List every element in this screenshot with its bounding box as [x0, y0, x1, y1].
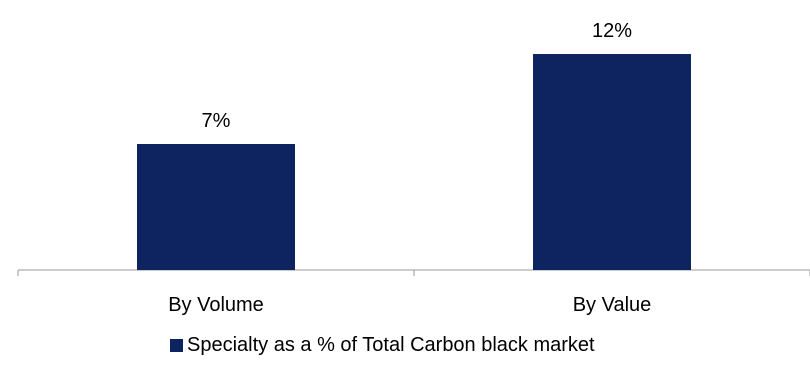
bars-group [137, 54, 691, 270]
legend-label: Specialty as a % of Total Carbon black m… [187, 334, 595, 356]
x-tick-label: By Value [573, 294, 652, 316]
legend-item: Specialty as a % of Total Carbon black m… [170, 333, 595, 357]
data-label: 12% [592, 20, 632, 42]
data-label: 7% [202, 110, 231, 132]
data-labels-group: 7% 12% [202, 20, 633, 132]
x-tick-label: By Volume [168, 294, 264, 316]
legend-swatch [170, 338, 183, 352]
legend: Specialty as a % of Total Carbon black m… [0, 330, 810, 360]
bar-by-value [533, 54, 691, 270]
bar-by-volume [137, 144, 295, 270]
x-tick-labels-group: By Volume By Value [168, 294, 651, 316]
